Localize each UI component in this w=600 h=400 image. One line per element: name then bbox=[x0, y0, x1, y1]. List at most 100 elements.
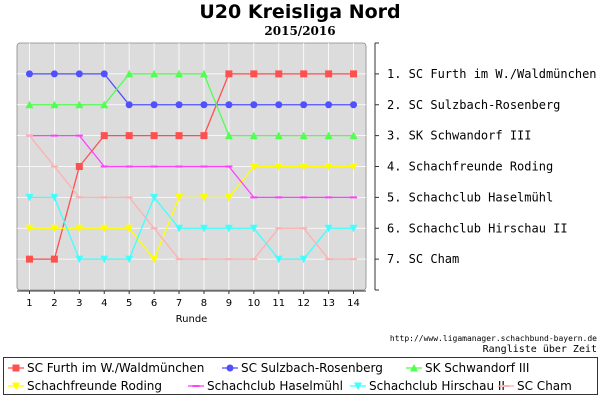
series-5-point bbox=[250, 196, 258, 199]
legend-swatch bbox=[350, 382, 366, 390]
series-5-point bbox=[150, 165, 158, 168]
series-7-point bbox=[75, 196, 83, 199]
series-5-line bbox=[29, 134, 354, 199]
series-6-point bbox=[249, 224, 258, 233]
legend-swatch bbox=[406, 364, 422, 372]
series-4-point bbox=[299, 163, 308, 171]
series-6-point bbox=[125, 255, 134, 264]
series-6-point bbox=[50, 193, 59, 202]
series-7-point bbox=[250, 258, 258, 261]
series-4-point bbox=[249, 163, 258, 171]
series-7-point bbox=[200, 258, 208, 261]
series-7-point bbox=[50, 165, 58, 168]
series-2-point bbox=[150, 101, 158, 109]
series-4-point bbox=[150, 255, 159, 264]
series-3-point bbox=[125, 69, 134, 78]
series-2-point bbox=[75, 70, 83, 78]
series-1-point bbox=[225, 70, 233, 78]
legend-swatch bbox=[8, 382, 24, 390]
series-5-point bbox=[50, 134, 58, 137]
series-6-point bbox=[175, 224, 184, 233]
series-1-point bbox=[150, 132, 158, 140]
series-3-point bbox=[249, 131, 258, 140]
series-3-point bbox=[150, 69, 159, 78]
series-7-point bbox=[25, 134, 33, 137]
series-6-point bbox=[25, 193, 34, 202]
series-4-point bbox=[324, 163, 333, 171]
series-6-point bbox=[224, 224, 233, 233]
series-4-line bbox=[29, 165, 354, 261]
series-7-point bbox=[100, 196, 108, 199]
x-axis-label: Runde bbox=[176, 314, 208, 325]
series-3-point bbox=[175, 69, 184, 78]
series-1-point bbox=[275, 70, 283, 78]
series-2-point bbox=[275, 101, 283, 109]
series-2-point bbox=[50, 70, 58, 78]
x-tick-label: 3 bbox=[76, 298, 82, 309]
series-5-point bbox=[175, 165, 183, 168]
legend: SC Furth im W./Waldmünchen SC Sulzbach-Ro… bbox=[3, 357, 598, 395]
series-4-point bbox=[50, 224, 59, 233]
series-2-point bbox=[300, 101, 308, 109]
legend-item-5: Schachclub Haselmühl bbox=[188, 377, 343, 395]
legend-item-1: SC Furth im W./Waldmünchen bbox=[8, 359, 204, 377]
source-url[interactable]: http://www.ligamanager.schachbund-bayern… bbox=[389, 334, 597, 343]
series-3-point bbox=[299, 131, 308, 140]
legend-swatch bbox=[222, 364, 238, 372]
series-4-point bbox=[199, 193, 208, 202]
series-3-point bbox=[324, 131, 333, 140]
series-7-point bbox=[150, 227, 158, 230]
series-7-point bbox=[325, 258, 333, 261]
x-tick-label: 7 bbox=[176, 298, 182, 309]
x-tick-label: 1 bbox=[26, 298, 32, 309]
series-6-point bbox=[324, 224, 333, 233]
series-1-point bbox=[250, 70, 258, 78]
series-7-point bbox=[275, 227, 283, 230]
series-7-point bbox=[350, 258, 358, 261]
series-5-point bbox=[350, 196, 358, 199]
series-4-point bbox=[25, 224, 34, 233]
series-7-point bbox=[125, 196, 133, 199]
series-3-point bbox=[50, 100, 59, 109]
series-5-point bbox=[325, 196, 333, 199]
legend-item-3: SK Schwandorf III bbox=[406, 359, 529, 377]
series-6-point bbox=[75, 255, 84, 264]
x-tick-label: 9 bbox=[226, 298, 232, 309]
series-1-point bbox=[25, 255, 33, 263]
rank-label: 6. Schachclub Hirschau II bbox=[387, 221, 568, 235]
legend-item-2: SC Sulzbach-Rosenberg bbox=[222, 359, 383, 377]
series-1-point bbox=[50, 255, 58, 263]
series-2-point bbox=[175, 101, 183, 109]
chart-title: U20 Kreisliga Nord bbox=[199, 1, 401, 23]
series-7-point bbox=[225, 258, 233, 261]
series-6-point bbox=[100, 255, 109, 264]
x-tick-label: 2 bbox=[51, 298, 57, 309]
series-4-point bbox=[100, 224, 109, 233]
series-6-point bbox=[299, 255, 308, 264]
legend-swatch bbox=[8, 364, 24, 372]
legend-swatch bbox=[188, 385, 204, 387]
x-tick-label: 13 bbox=[322, 298, 335, 309]
chart-subtitle: 2015/2016 bbox=[264, 24, 336, 38]
series-1-point bbox=[300, 70, 308, 78]
legend-swatch bbox=[498, 385, 514, 387]
series-3-point bbox=[199, 69, 208, 78]
series-6-point bbox=[349, 224, 358, 233]
series-1-point bbox=[175, 132, 183, 140]
series-5-point bbox=[100, 165, 108, 168]
rank-label: 2. SC Sulzbach-Rosenberg bbox=[387, 98, 560, 112]
x-tick-label: 11 bbox=[272, 298, 285, 309]
series-2-line bbox=[29, 73, 354, 106]
series-6-point bbox=[199, 224, 208, 233]
series-3-point bbox=[75, 100, 84, 109]
series-6-point bbox=[274, 255, 283, 264]
rank-label: 7. SC Cham bbox=[387, 252, 459, 266]
series-7-line bbox=[28, 135, 354, 260]
series-2-point bbox=[100, 70, 108, 78]
series-4-point bbox=[175, 193, 184, 202]
rank-label: 3. SK Schwandorf III bbox=[387, 129, 532, 143]
series-3-point bbox=[224, 131, 233, 140]
series-5-point bbox=[200, 165, 208, 168]
x-tick-label: 14 bbox=[347, 298, 360, 309]
legend-item-4: Schachfreunde Roding bbox=[8, 377, 162, 395]
